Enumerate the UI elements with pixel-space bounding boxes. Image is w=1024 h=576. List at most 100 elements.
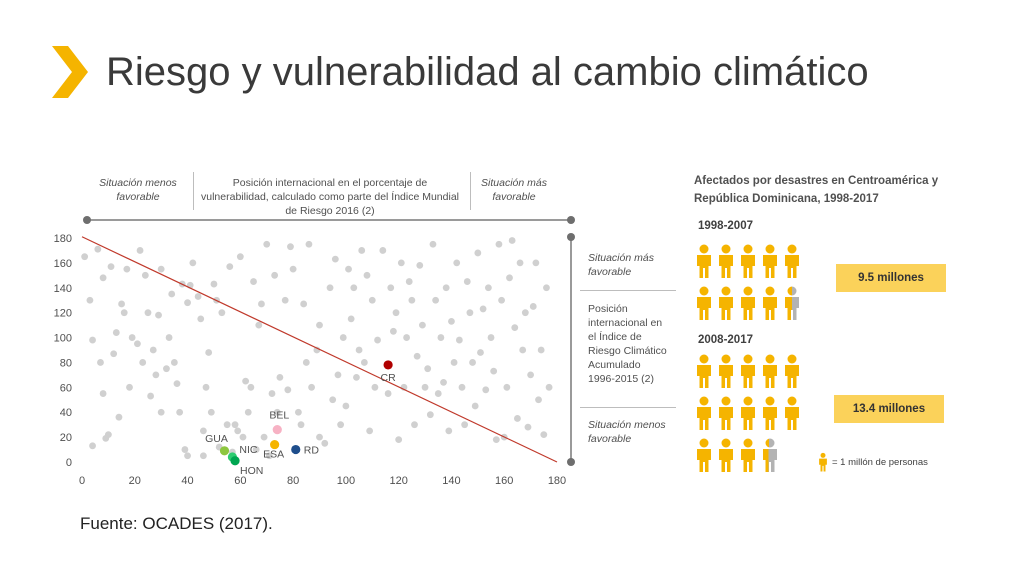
- data-point: [271, 271, 279, 279]
- data-point: [260, 433, 268, 441]
- data-point: [234, 427, 242, 435]
- data-point: [258, 300, 265, 308]
- side-middle: Posición internacional en el Índice de R…: [588, 303, 667, 385]
- data-point: [170, 359, 178, 366]
- data-point: [411, 421, 418, 429]
- chevron-icon: [52, 46, 88, 98]
- person-icon: [761, 244, 779, 278]
- x-tick-label: 40: [181, 475, 193, 487]
- data-point: [126, 383, 133, 391]
- person-icon: [695, 396, 713, 430]
- data-point: [308, 383, 315, 391]
- data-point: [181, 446, 189, 453]
- data-point: [543, 284, 550, 292]
- slide-title: Riesgo y vulnerabilidad al cambio climát…: [106, 50, 869, 94]
- data-point: [413, 352, 421, 360]
- data-point: [89, 442, 96, 450]
- y-tick-label: 160: [54, 258, 72, 270]
- data-point: [107, 263, 115, 271]
- trend-line: [81, 236, 558, 463]
- data-point: [353, 373, 360, 381]
- people-grid-2008-2017: [695, 354, 805, 472]
- data-point: [345, 265, 352, 273]
- data-point: [157, 408, 165, 416]
- person-icon: [717, 286, 735, 320]
- data-point: [355, 346, 363, 354]
- data-point: [197, 315, 205, 323]
- data-point: [89, 336, 96, 344]
- person-icon: [695, 286, 713, 320]
- data-point: [239, 433, 247, 441]
- data-point: [419, 321, 426, 329]
- header-divider-left: [193, 172, 194, 210]
- side-bottom: Situación menos favorable: [588, 419, 666, 445]
- data-point: [440, 378, 447, 386]
- data-point: [287, 243, 294, 251]
- data-point: [244, 408, 252, 416]
- data-point: [120, 309, 128, 317]
- data-point: [432, 296, 440, 304]
- x-tick-label: 100: [337, 475, 355, 487]
- data-point: [326, 284, 334, 292]
- data-point: [508, 237, 516, 244]
- person-icon: [783, 354, 801, 388]
- data-point: [268, 390, 276, 397]
- header-divider-right: [470, 172, 471, 210]
- person-icon: [761, 438, 779, 472]
- data-point: [86, 296, 94, 304]
- data-point: [199, 427, 207, 435]
- point-label-cr: CR: [381, 372, 397, 384]
- data-point: [276, 373, 284, 381]
- y-tick-label: 100: [54, 333, 72, 345]
- data-point: [194, 293, 202, 300]
- y-tick-label: 140: [54, 283, 72, 295]
- data-point: [205, 349, 213, 356]
- data-point: [141, 271, 149, 279]
- data-point: [545, 383, 553, 391]
- y-tick-label: 180: [54, 233, 72, 245]
- scatter-chart: 0 20 40 60 80 100 120 140 160 180 0 20 40 60 80 100 120…: [54, 216, 575, 487]
- data-point: [437, 334, 445, 341]
- data-point: [302, 359, 310, 366]
- x-tick-label: 20: [129, 475, 141, 487]
- person-icon: [717, 438, 735, 472]
- data-point: [331, 255, 339, 263]
- data-point: [455, 336, 463, 344]
- data-point: [521, 309, 529, 317]
- data-point: [347, 315, 355, 323]
- person-icon: [761, 396, 779, 430]
- data-point: [511, 324, 519, 331]
- data-point: [123, 265, 131, 273]
- data-point: [363, 271, 371, 279]
- x-tick-label: 120: [389, 475, 407, 487]
- data-point: [147, 392, 155, 400]
- data-point: [184, 299, 191, 307]
- person-icon: [761, 286, 779, 320]
- data-point: [426, 411, 434, 419]
- data-point: [416, 261, 424, 269]
- data-point: [337, 421, 345, 429]
- data-point: [395, 436, 403, 443]
- point-bel: [272, 425, 282, 435]
- point-label-nic: NIC: [239, 444, 258, 456]
- header-center: Posición internacional en el porcentaje …: [201, 177, 459, 217]
- callout-2008-2017: 13.4 millones: [834, 395, 944, 423]
- y-tick-label: 120: [54, 308, 72, 320]
- data-point: [506, 274, 513, 282]
- data-point: [152, 371, 160, 379]
- period-label-2: 2008-2017: [698, 334, 753, 346]
- pictogram-title: Afectados por desastres en Centroamérica…: [694, 175, 939, 205]
- data-point: [458, 383, 466, 391]
- data-point: [168, 290, 176, 298]
- data-point: [429, 240, 437, 248]
- person-icon: [761, 354, 779, 388]
- x-tick-label: 180: [548, 475, 566, 487]
- data-point: [199, 452, 207, 460]
- person-icon: [783, 286, 801, 320]
- person-icon: [695, 438, 713, 472]
- y-tick-label: 0: [66, 457, 72, 469]
- data-point: [294, 408, 302, 416]
- right-axis-bar-end-top: [567, 233, 575, 241]
- point-esa: [270, 439, 280, 450]
- data-point: [379, 247, 387, 254]
